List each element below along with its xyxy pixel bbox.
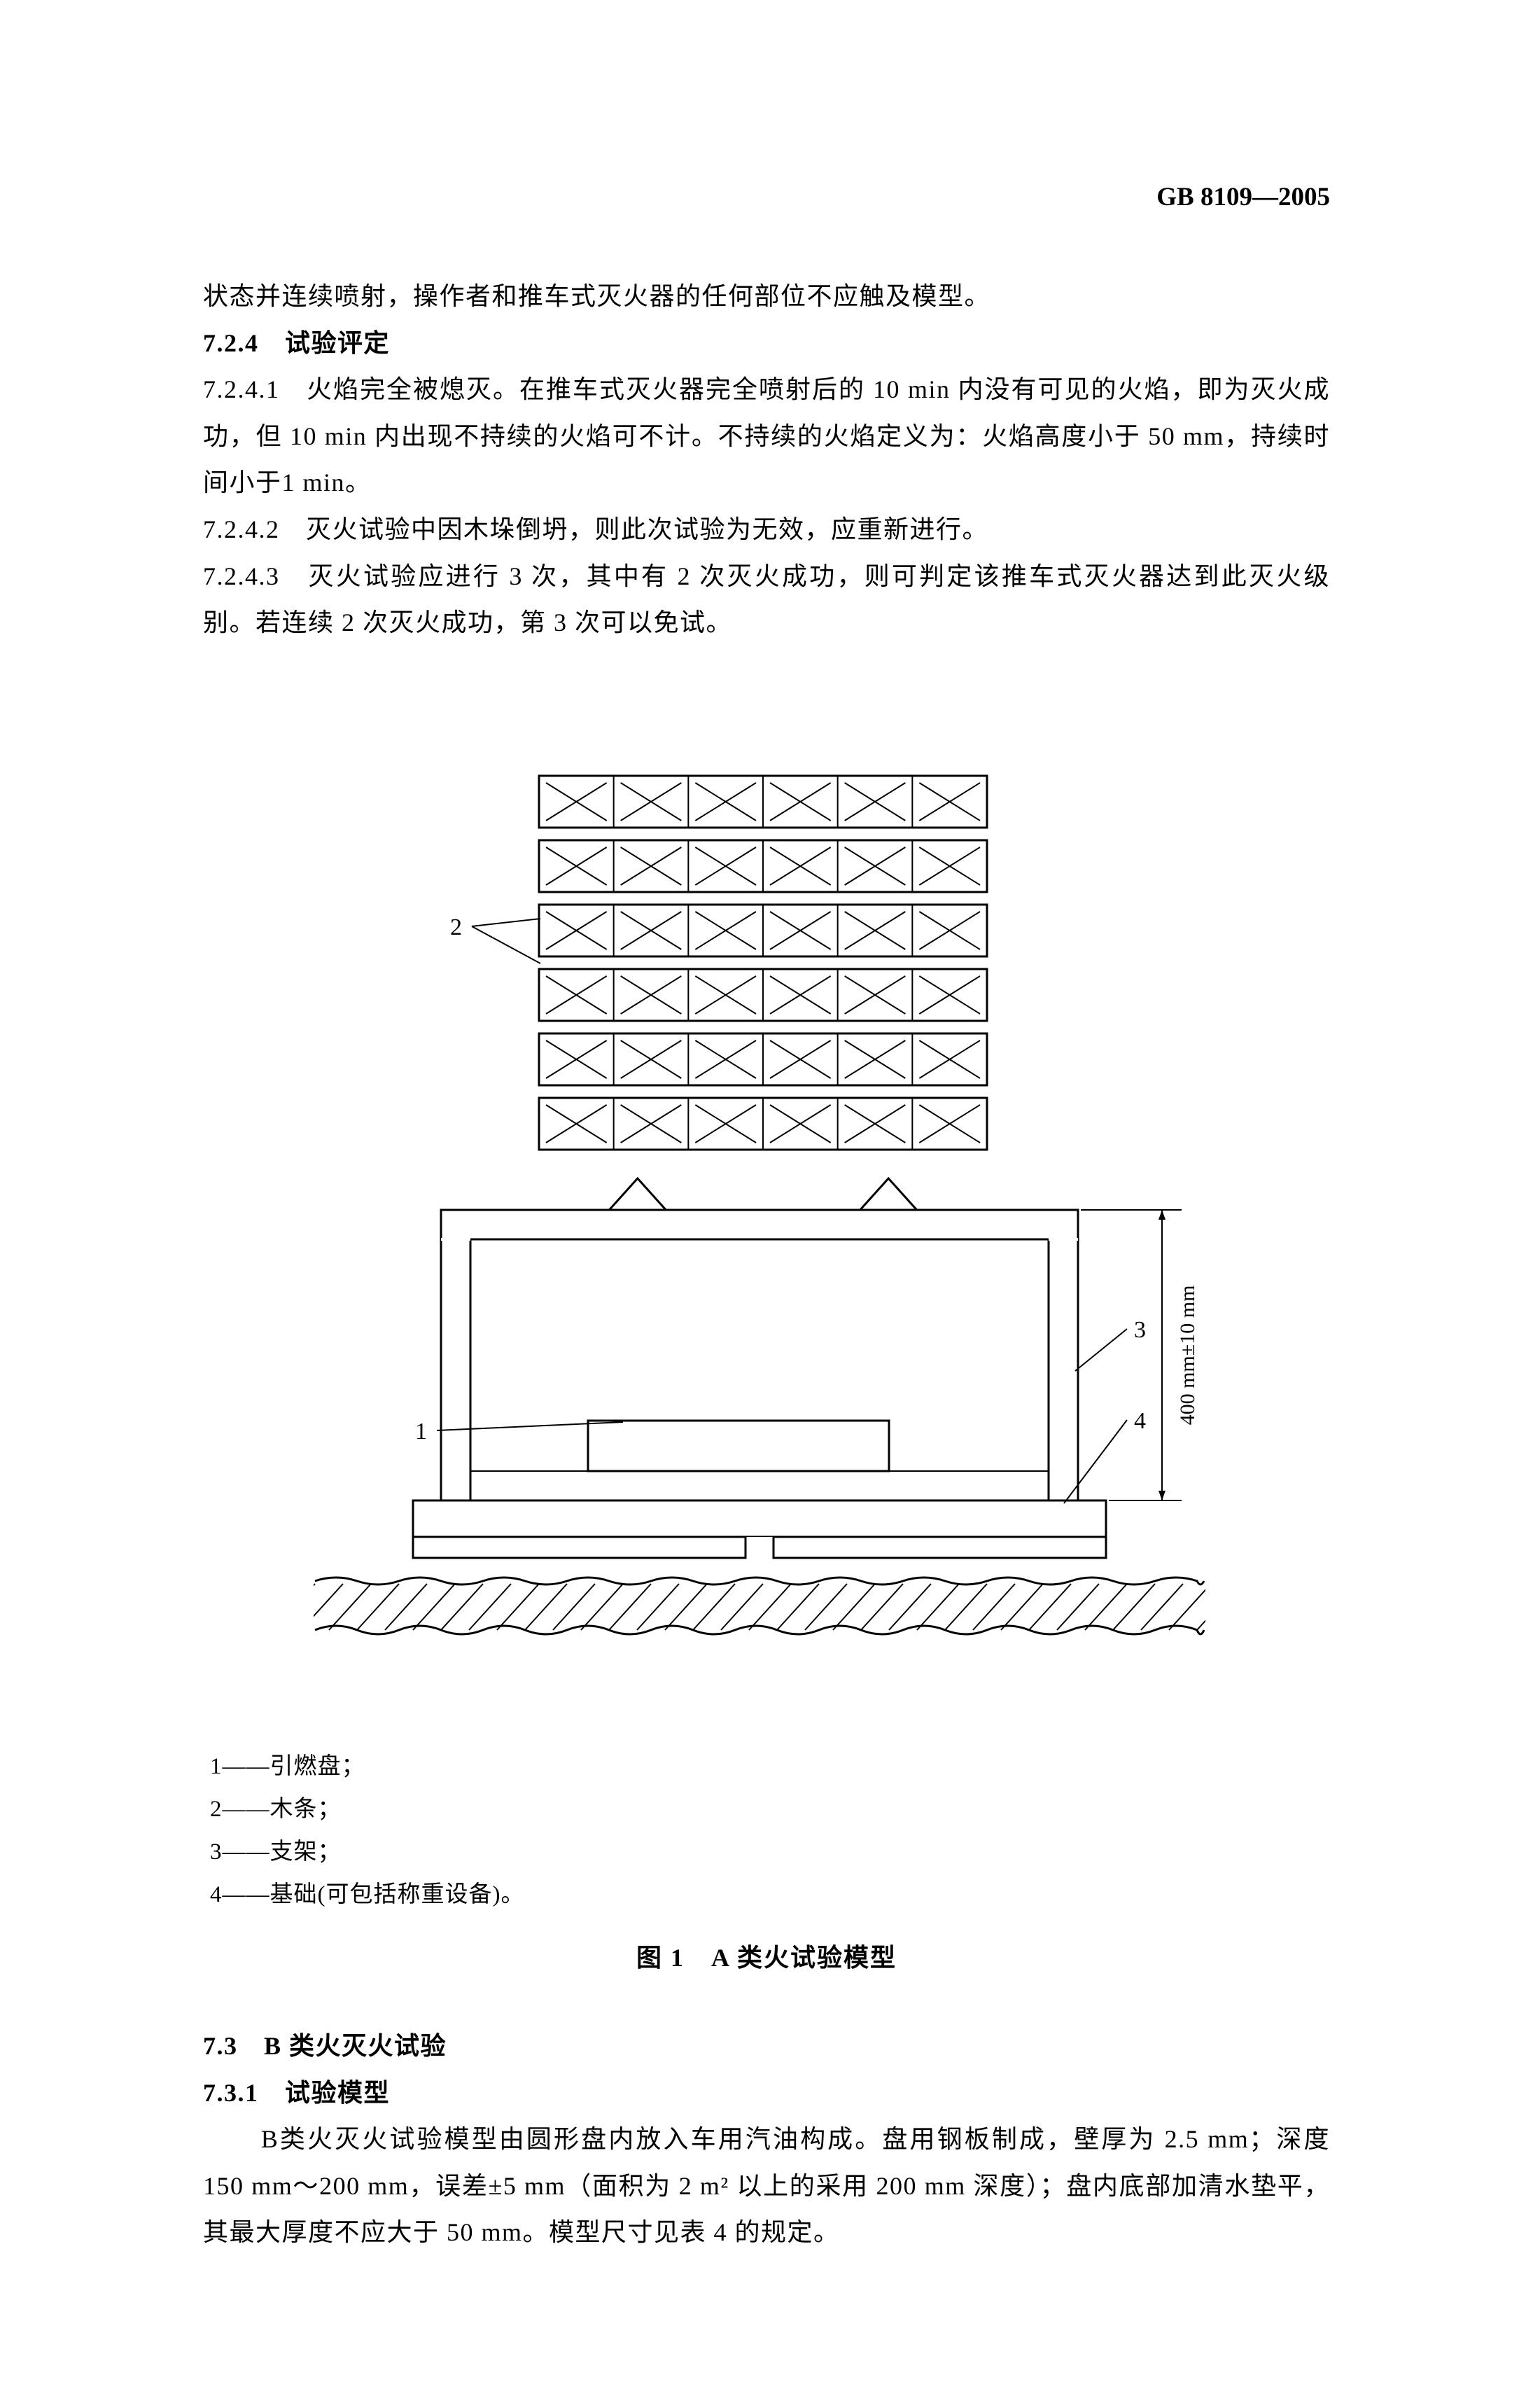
para-7-2-4-2: 7.2.4.2 灭火试验中因木垛倒坍，则此次试验为无效，应重新进行。	[203, 506, 1330, 553]
legend-item-2: 2——木条；	[210, 1788, 1330, 1831]
heading-7-2-4: 7.2.4 试验评定	[203, 320, 1330, 367]
figure-1-svg: 2 1 3 4 400 mm±10 mm	[231, 702, 1302, 1718]
svg-text:3: 3	[1134, 1317, 1146, 1343]
figure-legend: 1——引燃盘； 2——木条； 3——支架； 4——基础(可包括称重设备)。	[210, 1746, 1330, 1916]
para-continuation: 状态并连续喷射，操作者和推车式灭火器的任何部位不应触及模型。	[203, 273, 1330, 320]
heading-7-3-1: 7.3.1 试验模型	[203, 2070, 1330, 2117]
para-7-2-4-3: 7.2.4.3 灭火试验应进行 3 次，其中有 2 次灭火成功，则可判定该推车式…	[203, 553, 1330, 646]
heading-7-3: 7.3 B 类火灭火试验	[203, 2023, 1330, 2070]
legend-item-4: 4——基础(可包括称重设备)。	[210, 1874, 1330, 1916]
legend-item-3: 3——支架；	[210, 1831, 1330, 1874]
para-7-2-4-1: 7.2.4.1 火焰完全被熄灭。在推车式灭火器完全喷射后的 10 min 内没有…	[203, 366, 1330, 506]
svg-text:400 mm±10 mm: 400 mm±10 mm	[1176, 1285, 1199, 1425]
svg-text:4: 4	[1134, 1408, 1146, 1434]
svg-text:1: 1	[415, 1419, 427, 1444]
figure-caption: 图 1 A 类火试验模型	[203, 1937, 1330, 1974]
legend-item-1: 1——引燃盘；	[210, 1746, 1330, 1788]
standard-code-header: GB 8109—2005	[1156, 182, 1330, 212]
svg-text:2: 2	[450, 914, 462, 940]
figure-1-container: 2 1 3 4 400 mm±10 mm	[203, 702, 1330, 1718]
para-7-3-1-body: B类火灭火试验模型由圆形盘内放入车用汽油构成。盘用钢板制成，壁厚为 2.5 mm…	[203, 2116, 1330, 2256]
